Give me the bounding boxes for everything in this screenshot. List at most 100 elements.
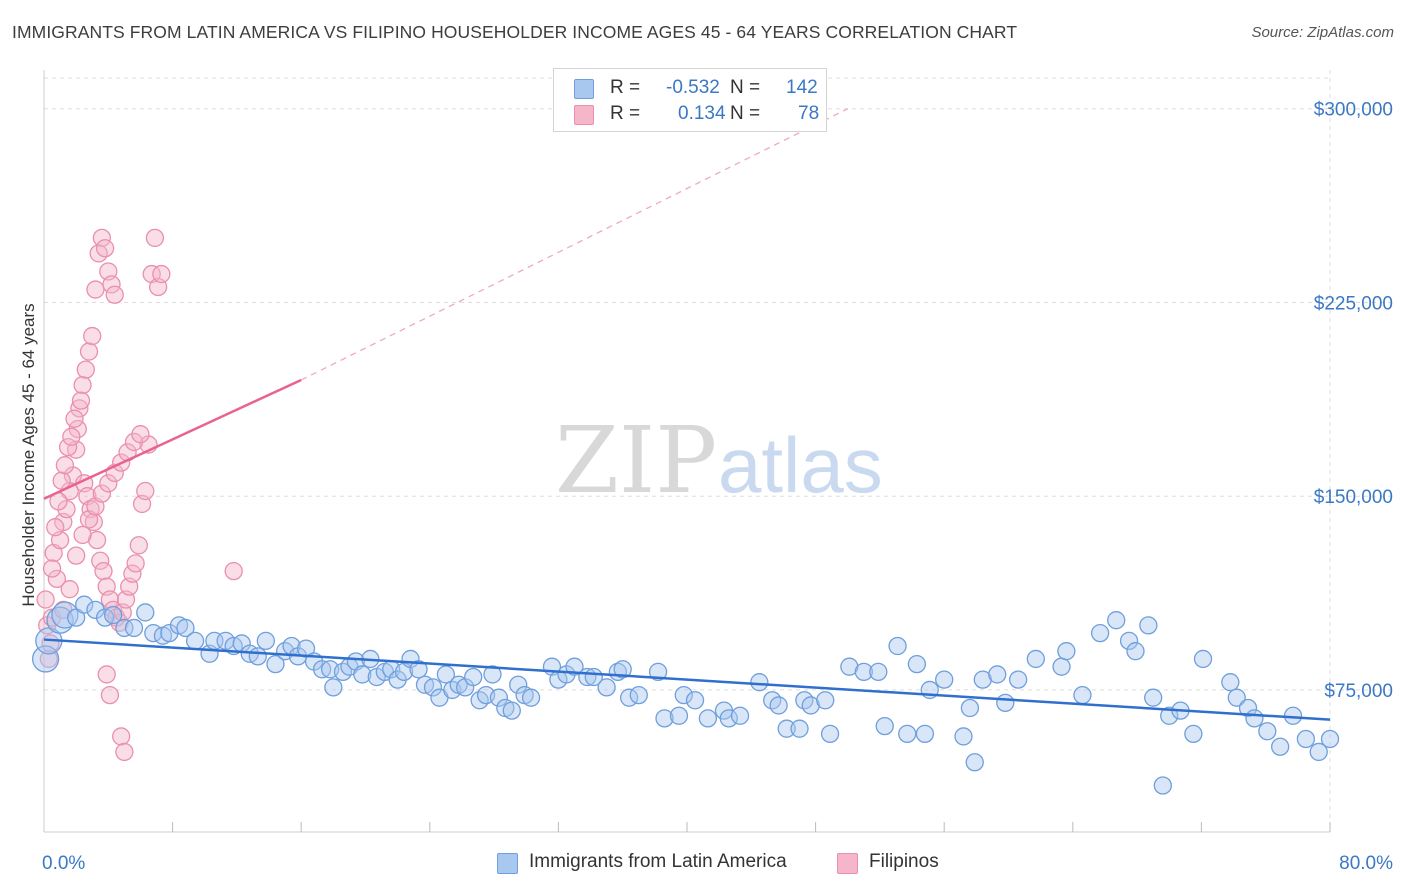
latin-america-points xyxy=(31,595,1340,795)
latin-america-point xyxy=(324,678,343,697)
latin-america-point xyxy=(160,623,179,643)
filipinos-point xyxy=(92,228,112,248)
filipinos-point xyxy=(86,280,105,299)
latin-america-point xyxy=(353,665,372,684)
y-tick-labels: $75,000 $150,000 $225,000 $300,000 xyxy=(1314,100,1393,702)
latin-america-point xyxy=(869,662,888,682)
filipinos-point xyxy=(224,561,243,581)
legend-r-value: 0.134 xyxy=(678,103,726,124)
filipinos-point xyxy=(76,360,95,379)
correlation-legend: R = -0.532 N = 142 R = 0.134 N = 78 xyxy=(553,68,827,132)
chart-source: Source: ZipAtlas.com xyxy=(1251,24,1394,41)
watermark-zip: ZIP xyxy=(555,407,717,514)
filipinos-point xyxy=(112,727,131,746)
y-tick-label: $300,000 xyxy=(1314,100,1393,121)
latin-america-point xyxy=(115,618,134,638)
filipinos-point xyxy=(105,285,124,304)
latin-america-point xyxy=(1238,698,1258,718)
latin-america-point xyxy=(409,660,428,679)
legend-n-label: N = xyxy=(730,103,761,124)
legend-r-label: R = xyxy=(610,103,641,124)
filipinos-point xyxy=(97,665,116,684)
filipinos-point xyxy=(55,456,75,475)
latin-america-point xyxy=(1309,742,1328,762)
latin-america-point xyxy=(464,667,483,687)
latin-america-point xyxy=(1126,642,1145,661)
latin-america-point xyxy=(875,716,894,736)
filipinos-point xyxy=(62,427,81,446)
latin-america-point xyxy=(521,688,541,707)
trend-lines xyxy=(43,108,1331,721)
filipinos-point xyxy=(42,559,62,578)
latin-america-point xyxy=(698,709,718,728)
filipinos-points xyxy=(36,228,243,762)
latin-america-point xyxy=(103,605,123,625)
filipinos-point xyxy=(52,471,71,490)
latin-america-point xyxy=(1073,685,1092,705)
latin-america-point xyxy=(719,709,738,728)
chart-title: IMMIGRANTS FROM LATIN AMERICA VS FILIPIN… xyxy=(12,22,1018,42)
latin-america-point xyxy=(423,678,443,697)
latin-america-point xyxy=(685,691,705,710)
filipinos-point xyxy=(58,437,78,457)
filipinos-point xyxy=(102,275,121,294)
latin-america-point xyxy=(176,618,195,638)
filipinos-point xyxy=(99,474,118,493)
latin-america-point xyxy=(565,657,584,676)
latin-america-point xyxy=(669,706,689,725)
latin-america-point xyxy=(51,601,79,629)
latin-america-point xyxy=(820,724,840,743)
x-tick-label-min: 0.0% xyxy=(42,853,85,874)
latin-america-point xyxy=(898,724,917,743)
legend-swatch-pink xyxy=(574,105,594,125)
latin-america-point xyxy=(960,698,980,718)
latin-america-point xyxy=(266,654,285,674)
filipinos-point xyxy=(60,580,79,599)
y-tick-label: $75,000 xyxy=(1324,681,1393,702)
filipinos-point xyxy=(126,554,145,573)
legend-n-value: 142 xyxy=(786,77,818,98)
latin-america-point xyxy=(1221,673,1240,692)
filipinos-trend-line xyxy=(43,378,302,500)
latin-america-point xyxy=(1119,631,1139,651)
legend-n-value: 78 xyxy=(798,103,820,124)
latin-america-point xyxy=(996,693,1015,712)
bottom-legend-label: Filipinos xyxy=(869,851,939,872)
latin-america-point xyxy=(31,645,60,673)
latin-america-point xyxy=(1227,688,1246,707)
latin-america-point xyxy=(769,696,788,715)
bottom-legend-swatch-blue xyxy=(497,853,518,874)
latin-america-point xyxy=(483,665,502,684)
latin-america-point xyxy=(613,660,632,679)
latin-america-point xyxy=(124,618,144,638)
latin-america-point xyxy=(46,606,74,634)
latin-america-point xyxy=(1107,611,1126,630)
latin-america-point xyxy=(436,665,456,684)
latin-america-point xyxy=(730,706,750,725)
filipinos-point xyxy=(84,512,103,532)
latin-america-point xyxy=(1153,776,1172,795)
latin-america-point xyxy=(629,685,648,705)
filipinos-point xyxy=(131,425,150,444)
filipinos-point xyxy=(152,264,171,284)
latin-america-point xyxy=(915,724,935,743)
latin-america-trend-line xyxy=(43,638,1331,721)
latin-america-point xyxy=(790,719,809,738)
bottom-legend-swatch-pink xyxy=(837,853,858,874)
latin-america-point xyxy=(67,608,86,627)
filipinos-point xyxy=(136,481,155,501)
watermark-atlas: atlas xyxy=(718,421,883,509)
legend-swatch-blue xyxy=(574,79,594,99)
latin-america-point xyxy=(86,600,105,620)
latin-america-point xyxy=(988,665,1007,684)
latin-america-point xyxy=(816,691,835,710)
latin-america-point xyxy=(750,673,769,692)
filipinos-point xyxy=(79,342,99,361)
latin-america-point xyxy=(907,654,927,674)
latin-america-point xyxy=(965,753,984,772)
filipinos-point xyxy=(145,228,165,248)
latin-america-point xyxy=(674,685,693,705)
filipinos-point xyxy=(71,391,91,410)
legend-r-label: R = xyxy=(610,77,641,98)
latin-america-point xyxy=(1160,706,1179,725)
